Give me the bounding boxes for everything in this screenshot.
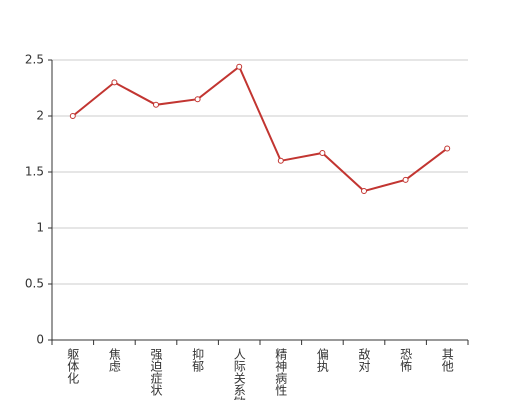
point (361, 188, 367, 195)
point (111, 79, 118, 86)
x-tick-label: 恐怖 (399, 348, 413, 372)
y-tick-label: 0 (36, 333, 44, 347)
y-tick-label: 1.5 (25, 165, 44, 179)
y-tick-label: 1 (36, 221, 44, 235)
x-tick-label: 焦虑 (107, 348, 121, 372)
point (236, 63, 243, 70)
x-tick-label: 偏执 (315, 347, 329, 373)
point (402, 176, 409, 183)
line (72, 65, 448, 193)
point (277, 157, 284, 164)
x-tick-label: 躯体化 (66, 347, 80, 385)
x-tick-label: 敌对 (357, 347, 371, 372)
x-tick-label: 强迫症状 (149, 348, 163, 396)
point (319, 149, 326, 156)
x-tick-label: 人际关系敏感 (232, 348, 246, 400)
x-tick-label: 其他 (440, 348, 454, 372)
x-tick-label: 抑郁 (191, 347, 205, 373)
y-tick-label: 2 (36, 109, 44, 123)
y-tick-label: 0.5 (25, 277, 44, 291)
point (194, 96, 201, 103)
y-tick-label: 2.5 (25, 53, 44, 67)
point (444, 145, 451, 152)
x-tick-label: 精神病性 (274, 348, 288, 397)
point (69, 113, 76, 119)
point (153, 101, 159, 108)
